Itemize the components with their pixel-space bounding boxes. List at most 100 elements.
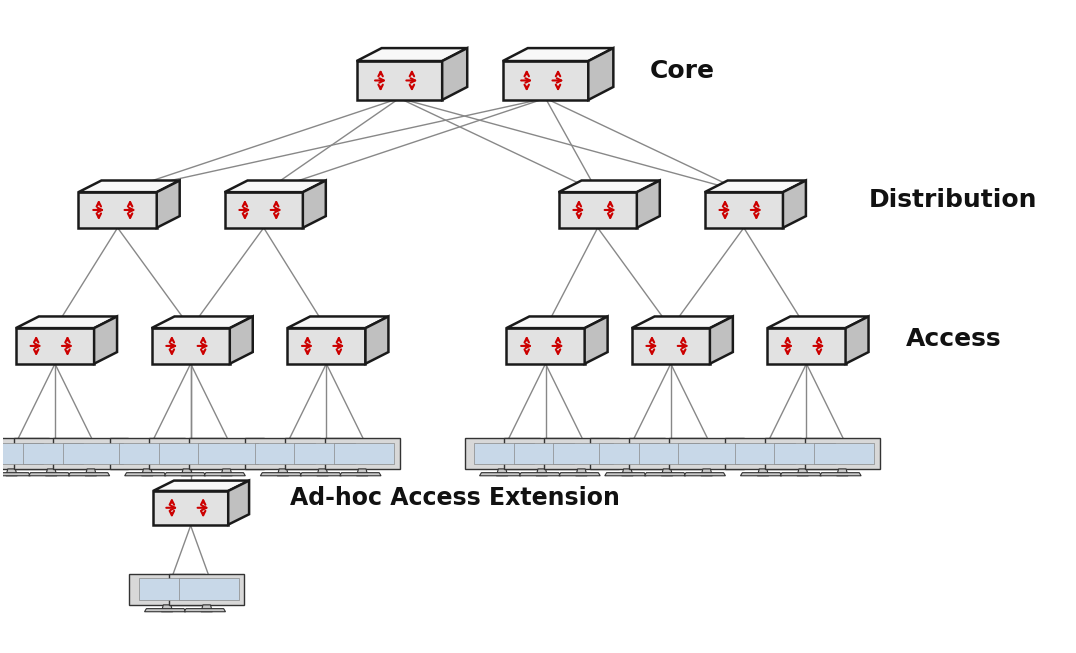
Polygon shape (765, 438, 840, 469)
Polygon shape (225, 192, 302, 228)
Polygon shape (230, 317, 253, 364)
Polygon shape (287, 317, 388, 328)
Polygon shape (245, 438, 321, 469)
Text: Core: Core (650, 59, 714, 83)
Polygon shape (201, 605, 212, 612)
Polygon shape (139, 579, 199, 600)
Polygon shape (295, 443, 354, 464)
Polygon shape (605, 473, 646, 476)
Polygon shape (62, 443, 123, 464)
Polygon shape (599, 443, 660, 464)
Polygon shape (632, 317, 733, 328)
Polygon shape (576, 469, 587, 476)
Polygon shape (169, 574, 244, 605)
Polygon shape (783, 180, 806, 228)
Polygon shape (622, 469, 633, 476)
Polygon shape (442, 48, 467, 100)
Polygon shape (629, 438, 705, 469)
Polygon shape (198, 443, 258, 464)
Polygon shape (366, 317, 388, 364)
Polygon shape (558, 192, 637, 228)
Polygon shape (189, 438, 264, 469)
Polygon shape (637, 180, 660, 228)
Polygon shape (129, 574, 204, 605)
Polygon shape (590, 438, 665, 469)
Polygon shape (153, 491, 228, 524)
Polygon shape (225, 180, 326, 192)
Polygon shape (758, 469, 768, 476)
Polygon shape (181, 469, 193, 476)
Polygon shape (775, 443, 835, 464)
Polygon shape (150, 438, 225, 469)
Polygon shape (662, 469, 672, 476)
Polygon shape (221, 469, 232, 476)
Polygon shape (68, 473, 110, 476)
Polygon shape (480, 473, 521, 476)
Polygon shape (334, 443, 394, 464)
Polygon shape (16, 317, 117, 328)
Polygon shape (94, 317, 117, 364)
Polygon shape (669, 438, 745, 469)
Text: Access: Access (906, 327, 1001, 351)
Polygon shape (705, 192, 783, 228)
Polygon shape (278, 469, 288, 476)
Polygon shape (152, 328, 230, 364)
Polygon shape (158, 443, 218, 464)
Polygon shape (465, 438, 540, 469)
Polygon shape (260, 473, 301, 476)
Polygon shape (356, 61, 442, 100)
Polygon shape (846, 317, 868, 364)
Polygon shape (325, 438, 400, 469)
Polygon shape (837, 469, 848, 476)
Polygon shape (300, 473, 341, 476)
Polygon shape (184, 609, 226, 612)
Polygon shape (543, 438, 619, 469)
Polygon shape (16, 328, 94, 364)
Polygon shape (740, 473, 782, 476)
Polygon shape (558, 473, 600, 476)
Polygon shape (558, 180, 660, 192)
Polygon shape (702, 469, 712, 476)
Polygon shape (780, 473, 821, 476)
Polygon shape (725, 438, 801, 469)
Polygon shape (153, 481, 249, 491)
Polygon shape (144, 609, 186, 612)
Polygon shape (767, 328, 846, 364)
Polygon shape (632, 328, 710, 364)
Polygon shape (356, 469, 368, 476)
Polygon shape (735, 443, 795, 464)
Polygon shape (507, 317, 608, 328)
Polygon shape (0, 443, 43, 464)
Polygon shape (157, 180, 180, 228)
Polygon shape (0, 438, 49, 469)
Polygon shape (79, 192, 157, 228)
Polygon shape (536, 469, 548, 476)
Polygon shape (797, 469, 808, 476)
Polygon shape (645, 473, 685, 476)
Polygon shape (553, 443, 613, 464)
Polygon shape (502, 48, 613, 61)
Polygon shape (119, 443, 180, 464)
Polygon shape (287, 328, 366, 364)
Polygon shape (29, 473, 70, 476)
Polygon shape (204, 473, 245, 476)
Polygon shape (317, 469, 328, 476)
Polygon shape (473, 443, 534, 464)
Text: Ad-hoc Access Extension: Ad-hoc Access Extension (289, 486, 620, 510)
Polygon shape (705, 180, 806, 192)
Polygon shape (815, 443, 875, 464)
Polygon shape (142, 469, 153, 476)
Polygon shape (805, 438, 880, 469)
Polygon shape (520, 473, 561, 476)
Polygon shape (513, 443, 574, 464)
Polygon shape (255, 443, 315, 464)
Polygon shape (110, 438, 185, 469)
Polygon shape (5, 469, 17, 476)
Polygon shape (356, 48, 467, 61)
Polygon shape (152, 317, 253, 328)
Polygon shape (161, 605, 172, 612)
Polygon shape (710, 317, 733, 364)
Polygon shape (302, 180, 326, 228)
Polygon shape (285, 438, 360, 469)
Polygon shape (767, 317, 868, 328)
